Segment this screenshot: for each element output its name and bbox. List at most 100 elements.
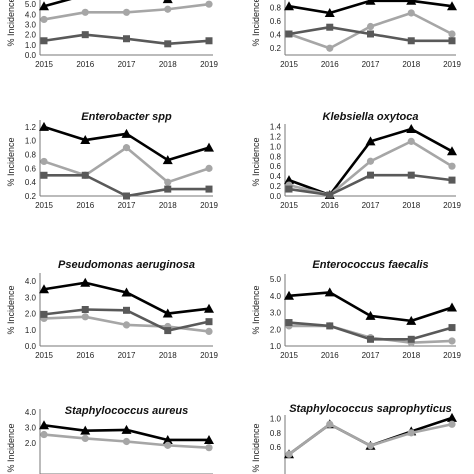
data-point — [40, 37, 48, 45]
data-point — [284, 1, 294, 11]
data-point — [407, 429, 415, 437]
y-tick-label: 0.6 — [270, 17, 282, 26]
data-point — [448, 337, 456, 345]
x-tick-label: 2016 — [321, 351, 339, 360]
y-tick-label: 1.0 — [270, 142, 282, 151]
data-point — [205, 164, 213, 172]
data-point — [448, 162, 456, 170]
data-point — [326, 191, 334, 199]
data-point — [205, 185, 213, 193]
x-tick-label: 2017 — [362, 351, 380, 360]
x-tick-label: 2015 — [35, 201, 53, 210]
data-point — [162, 308, 173, 318]
data-point — [205, 37, 213, 45]
data-point — [407, 137, 415, 145]
y-axis-label: % Incidence — [251, 0, 261, 47]
y-axis-label: % Incidence — [251, 423, 261, 472]
y-axis-label: % Incidence — [6, 423, 16, 472]
chart-title: Pseudomonas aeruginosa — [58, 259, 195, 271]
series-dark_gray — [285, 171, 456, 199]
chart-title: Enterobacter spp — [81, 111, 172, 123]
x-tick-label: 2017 — [362, 201, 380, 210]
data-point — [326, 420, 334, 428]
chart-title: Klebsiella oxytoca — [323, 111, 419, 123]
chart-panel-6: Enterococcus faecalis 1.0 2.0 3.0 4.0 5.0 2015… — [251, 259, 461, 360]
series-line — [43, 0, 171, 8]
y-tick-label: 3.0 — [25, 21, 37, 30]
y-tick-label: 1.0 — [25, 326, 37, 335]
chart-panel-5: Pseudomonas aeruginosa 0.0 1.0 2.0 3.0 4.0 201… — [6, 259, 218, 360]
x-tick-label: 2017 — [118, 60, 136, 69]
y-tick-label: 4.0 — [25, 408, 37, 417]
data-point — [448, 420, 456, 428]
data-point — [448, 176, 456, 184]
data-point — [164, 185, 172, 193]
data-point — [164, 441, 172, 449]
data-point — [81, 306, 89, 313]
data-point — [40, 171, 48, 179]
series-dark_gray — [40, 171, 213, 200]
x-tick-label: 2018 — [159, 201, 177, 210]
y-tick-label: 4.0 — [270, 292, 282, 301]
data-point — [81, 434, 89, 443]
data-point — [81, 31, 89, 39]
data-point — [164, 178, 172, 186]
chart-panel-2: 0.2 0.4 0.6 0.8 2015 2016 2017 2018 2019 % Incide… — [251, 0, 461, 69]
y-tick-label: 0.0 — [25, 51, 37, 60]
y-tick-label: 2.0 — [25, 310, 37, 319]
series-black — [39, 121, 214, 165]
data-point — [448, 324, 456, 332]
y-axis-label: % Incidence — [6, 0, 16, 47]
series-dark_gray — [40, 31, 213, 48]
data-point — [121, 424, 132, 434]
chart-title: Staphylococcus aureus — [65, 405, 189, 417]
y-tick-label: 3.0 — [25, 293, 37, 302]
y-tick-label: 0.2 — [270, 44, 282, 53]
data-point — [121, 128, 132, 138]
y-tick-label: 0.2 — [25, 192, 37, 201]
data-point — [162, 155, 173, 165]
y-tick-label: 5.0 — [270, 275, 282, 284]
data-point — [164, 327, 172, 335]
data-point — [205, 318, 213, 326]
x-tick-label: 2015 — [35, 60, 53, 69]
data-point — [80, 425, 91, 435]
x-tick-label: 2017 — [362, 60, 380, 69]
chart-panel-4: Klebsiella oxytoca 0.00.20.40.60.81.01.21… — [251, 111, 461, 210]
data-point — [205, 0, 213, 8]
y-tick-label: 3.0 — [25, 424, 37, 433]
data-point — [448, 37, 456, 45]
y-tick-label: 2.0 — [25, 439, 37, 448]
data-point — [284, 290, 294, 300]
data-point — [367, 171, 374, 179]
y-tick-label: 1.0 — [25, 41, 37, 50]
chart-title: Staphylococcus saprophyticus — [289, 403, 452, 415]
y-tick-label: 0.2 — [270, 182, 282, 191]
data-point — [448, 30, 456, 38]
data-point — [40, 15, 48, 24]
data-point — [204, 434, 214, 444]
data-point — [406, 123, 417, 133]
data-point — [81, 171, 89, 179]
x-tick-label: 2016 — [321, 60, 339, 69]
data-point — [162, 434, 173, 444]
data-point — [204, 142, 214, 152]
series-light_gray — [285, 420, 456, 458]
data-point — [326, 322, 334, 330]
data-point — [365, 136, 376, 146]
data-point — [40, 157, 48, 166]
y-tick-label: 5.0 — [25, 0, 37, 9]
x-tick-label: 2019 — [200, 201, 218, 210]
data-point — [81, 313, 89, 321]
x-tick-label: 2015 — [280, 351, 298, 360]
x-tick-label: 2018 — [402, 60, 420, 69]
x-tick-label: 2017 — [118, 351, 136, 360]
y-tick-label: 0.6 — [270, 443, 282, 452]
series-black — [39, 420, 214, 444]
series-light_gray — [40, 430, 213, 452]
data-point — [407, 171, 415, 179]
x-tick-label: 2017 — [118, 201, 136, 210]
x-tick-label: 2015 — [35, 351, 53, 360]
x-tick-label: 2016 — [76, 60, 94, 69]
data-point — [365, 310, 376, 320]
